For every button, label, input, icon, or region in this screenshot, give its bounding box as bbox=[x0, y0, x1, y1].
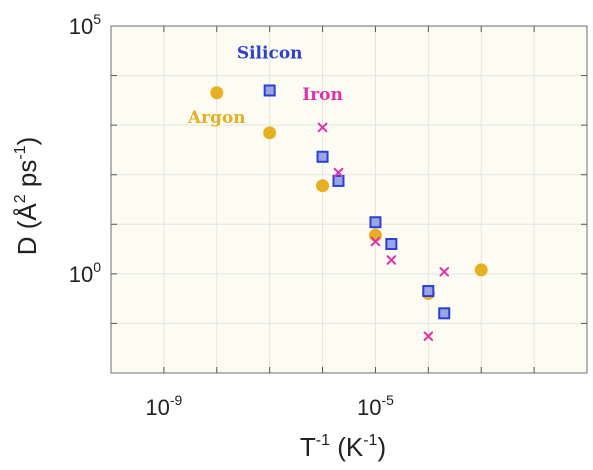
silicon-point bbox=[369, 216, 382, 229]
x-tick-label: 10-5 bbox=[357, 392, 394, 420]
tick-labels: 10-9 10-5 100 105 bbox=[69, 11, 394, 420]
x-axis-title-sup2: -1 bbox=[363, 432, 377, 449]
argon-point bbox=[316, 179, 330, 193]
argon-point bbox=[368, 228, 382, 242]
series-label-iron: Iron bbox=[302, 85, 343, 105]
argon-point bbox=[263, 126, 277, 140]
silicon-point bbox=[332, 174, 345, 187]
y-axis-title-base: D (Å bbox=[12, 203, 42, 256]
argon-point bbox=[474, 263, 488, 277]
x-axis-title-sup1: -1 bbox=[316, 432, 330, 449]
silicon-series bbox=[263, 84, 451, 320]
iron-point bbox=[317, 122, 328, 133]
x-axis-title: T-1 (K-1) bbox=[300, 432, 386, 462]
series-label-argon: Argon bbox=[187, 108, 246, 128]
iron-point bbox=[423, 331, 434, 342]
data-marks bbox=[210, 84, 488, 342]
iron-point bbox=[439, 267, 450, 277]
x-axis-title-mid: (K bbox=[330, 432, 364, 462]
plot-frame bbox=[110, 25, 588, 374]
argon-point bbox=[210, 86, 224, 100]
plot-area bbox=[111, 26, 587, 373]
x-tick-label: 10-9 bbox=[145, 392, 182, 420]
y-axis-title: D (Å2 ps-1) bbox=[12, 137, 42, 256]
y-tick-label: 105 bbox=[69, 11, 101, 39]
iron-series bbox=[317, 122, 450, 342]
iron-point bbox=[386, 255, 397, 265]
x-axis-title-base: T bbox=[300, 432, 316, 462]
silicon-point bbox=[385, 238, 398, 251]
series-labels: Silicon Iron Argon bbox=[187, 44, 343, 128]
series-label-silicon: Silicon bbox=[237, 44, 303, 64]
silicon-point bbox=[316, 150, 329, 163]
y-tick-label: 100 bbox=[69, 259, 101, 287]
iron-point bbox=[370, 236, 381, 247]
y-axis-title-sup2: -1 bbox=[12, 145, 29, 159]
silicon-point bbox=[422, 285, 435, 298]
silicon-point bbox=[438, 307, 451, 320]
iron-point bbox=[333, 167, 344, 178]
y-axis-title-end: ) bbox=[12, 137, 42, 146]
y-axis-title-sup1: 2 bbox=[12, 194, 29, 203]
x-axis-title-end: ) bbox=[377, 432, 386, 462]
y-axis-title-mid: ps bbox=[12, 160, 42, 195]
silicon-point bbox=[263, 84, 276, 97]
